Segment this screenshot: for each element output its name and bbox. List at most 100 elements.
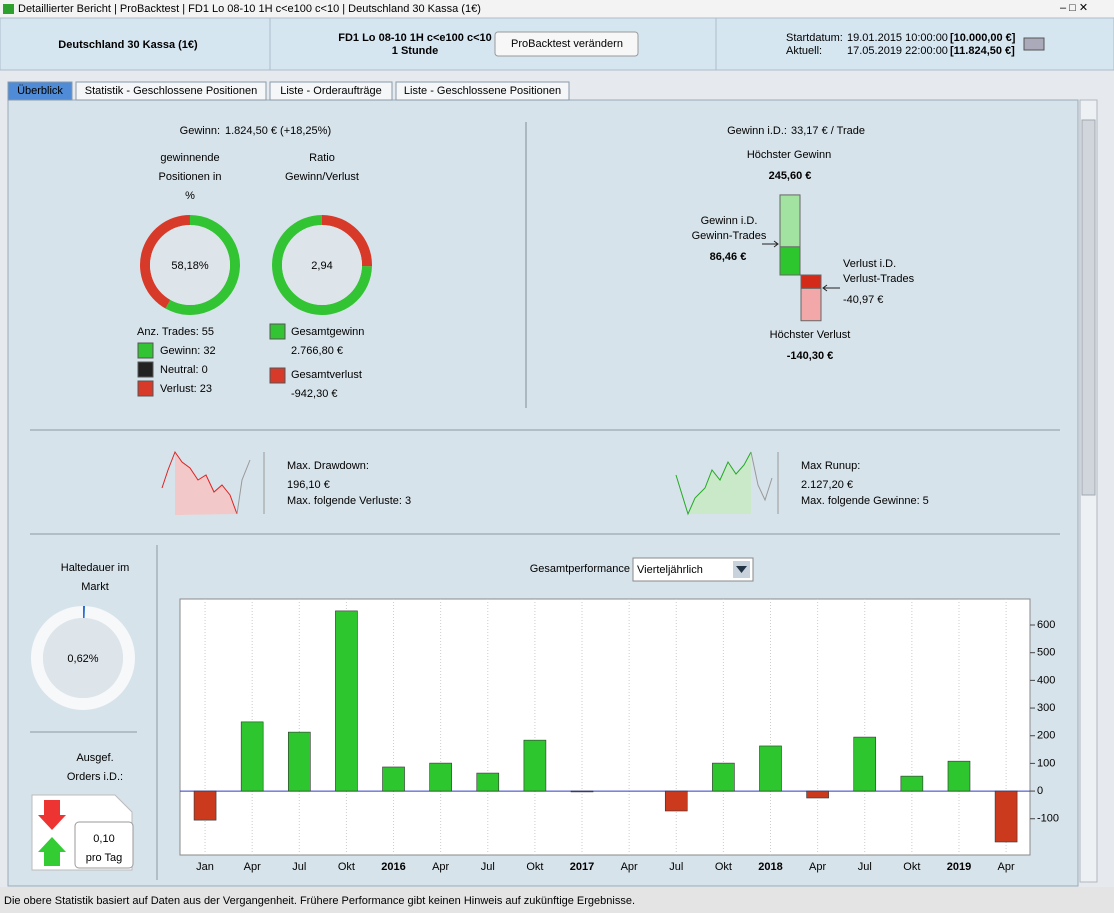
runup-note: Max. folgende Gewinne: 5 bbox=[801, 495, 929, 507]
bar bbox=[994, 790, 1018, 843]
edit-button[interactable] bbox=[494, 31, 639, 57]
x-tick-label: 2017 bbox=[570, 861, 594, 873]
x-tick-label: Okt bbox=[526, 861, 543, 873]
x-tick-label: Jul bbox=[669, 861, 683, 873]
start-capital: [10.000,00 €] bbox=[950, 32, 1016, 44]
bar bbox=[712, 762, 735, 792]
bar bbox=[287, 731, 311, 792]
tab-label[interactable]: Liste - Geschlossene Positionen bbox=[404, 85, 561, 97]
current-date: 17.05.2019 22:00:00 bbox=[847, 45, 948, 57]
win-title: Positionen in bbox=[159, 171, 222, 183]
bar bbox=[664, 790, 688, 812]
avg-gain-label: Gewinn i.D. bbox=[701, 215, 758, 227]
x-tick-label: Jul bbox=[481, 861, 495, 873]
exposure-title: Markt bbox=[81, 581, 109, 593]
x-tick-label: Jan bbox=[196, 861, 214, 873]
exposure-arc bbox=[83, 606, 86, 619]
start-date: 19.01.2015 10:00:00 bbox=[847, 32, 948, 44]
app-icon bbox=[3, 4, 14, 14]
trade-count: Anz. Trades: 55 bbox=[137, 326, 214, 338]
bar bbox=[759, 745, 782, 792]
bar bbox=[429, 762, 452, 792]
x-tick-label: Apr bbox=[244, 861, 261, 873]
window-title: Detaillierter Bericht | ProBacktest | FD… bbox=[18, 3, 481, 15]
disclaimer: Die obere Statistik basiert auf Daten au… bbox=[4, 895, 635, 907]
runup-icon bbox=[675, 451, 779, 516]
bar bbox=[476, 772, 500, 792]
chart-title: Gesamtperformance bbox=[530, 563, 630, 575]
tab-label[interactable]: Überblick bbox=[17, 85, 63, 97]
max-loss-label: Höchster Verlust bbox=[770, 329, 851, 341]
y-tick-label: 400 bbox=[1037, 674, 1055, 686]
y-tick-label: 100 bbox=[1037, 757, 1055, 769]
current-capital: [11.824,50 €] bbox=[950, 45, 1015, 57]
x-tick-label: Okt bbox=[903, 861, 920, 873]
bar bbox=[335, 610, 358, 792]
bar bbox=[193, 790, 217, 821]
bar bbox=[900, 775, 924, 792]
loss-arc bbox=[140, 215, 190, 309]
drawdown-label: Max. Drawdown: bbox=[287, 460, 369, 472]
ratio-value: 2,94 bbox=[311, 260, 332, 272]
scroll-thumb[interactable] bbox=[1081, 119, 1096, 496]
avg-gain-label: Gewinn-Trades bbox=[692, 230, 767, 242]
legend-square bbox=[137, 342, 154, 359]
bar bbox=[523, 739, 547, 792]
profit-value: 1.824,50 € (+18,25%) bbox=[225, 125, 331, 137]
instrument: Deutschland 30 Kassa (1€) bbox=[58, 39, 198, 51]
title-bar bbox=[0, 0, 1114, 18]
win-title: % bbox=[185, 190, 195, 202]
y-tick-label: 500 bbox=[1037, 647, 1055, 659]
timeframe: 1 Stunde bbox=[392, 45, 438, 57]
max-gain: 245,60 € bbox=[769, 170, 812, 182]
y-tick-label: 200 bbox=[1037, 730, 1055, 742]
orders-value: 0,10 bbox=[93, 833, 114, 845]
donut-center bbox=[282, 225, 362, 305]
footer-bar bbox=[0, 887, 1114, 913]
runup-label: Max Runup: bbox=[801, 460, 860, 472]
max-loss: -140,30 € bbox=[787, 350, 833, 362]
avg-gain: 86,46 € bbox=[710, 251, 747, 263]
tab-label[interactable]: Statistik - Geschlossene Positionen bbox=[85, 85, 257, 97]
y-tick-label: 300 bbox=[1037, 702, 1055, 714]
tab[interactable] bbox=[269, 81, 393, 101]
bar bbox=[806, 790, 829, 799]
y-tick-label: 0 bbox=[1037, 785, 1043, 797]
ratio-title: Gewinn/Verlust bbox=[285, 171, 359, 183]
x-tick-label: Apr bbox=[621, 861, 638, 873]
start-label: Startdatum: bbox=[786, 32, 843, 44]
x-tick-label: Apr bbox=[809, 861, 826, 873]
x-tick-label: Okt bbox=[715, 861, 732, 873]
tab[interactable] bbox=[395, 81, 570, 101]
x-tick-label: Okt bbox=[338, 861, 355, 873]
current-label: Aktuell: bbox=[786, 45, 822, 57]
donut-center bbox=[150, 225, 230, 305]
trade-losers: Verlust: 23 bbox=[160, 383, 212, 395]
x-tick-label: Jul bbox=[858, 861, 872, 873]
gross-loss-label: Gesamtverlust bbox=[291, 369, 362, 381]
tab[interactable] bbox=[7, 81, 73, 101]
print-icon[interactable] bbox=[1023, 37, 1045, 51]
button-label[interactable]: ProBacktest verändern bbox=[511, 38, 623, 50]
tab[interactable] bbox=[75, 81, 267, 101]
avg-loss-bar bbox=[800, 274, 822, 289]
drawdown-icon bbox=[161, 450, 265, 515]
tab-label[interactable]: Liste - Orderaufträge bbox=[280, 85, 382, 97]
orders-title: Ausgef. bbox=[76, 752, 113, 764]
max-gain-label: Höchster Gewinn bbox=[747, 149, 831, 161]
x-tick-label: Apr bbox=[432, 861, 449, 873]
bar bbox=[853, 736, 877, 792]
ratio-title: Ratio bbox=[309, 152, 335, 164]
period[interactable]: Vierteljährlich bbox=[637, 564, 703, 576]
arrow bbox=[762, 240, 779, 248]
win-percent: 58,18% bbox=[171, 260, 209, 272]
gross-profit-label: Gesamtgewinn bbox=[291, 326, 364, 338]
trade-winners: Gewinn: 32 bbox=[160, 345, 216, 357]
period-dropdown[interactable] bbox=[632, 557, 754, 582]
profit-label: Gewinn: bbox=[180, 125, 220, 137]
bar bbox=[570, 790, 594, 793]
x-tick-label: 2019 bbox=[947, 861, 971, 873]
avg-value: 33,17 € / Trade bbox=[791, 125, 865, 137]
drawdown-value: 196,10 € bbox=[287, 479, 330, 491]
window-controls[interactable]: – □ ✕ bbox=[1060, 2, 1088, 14]
